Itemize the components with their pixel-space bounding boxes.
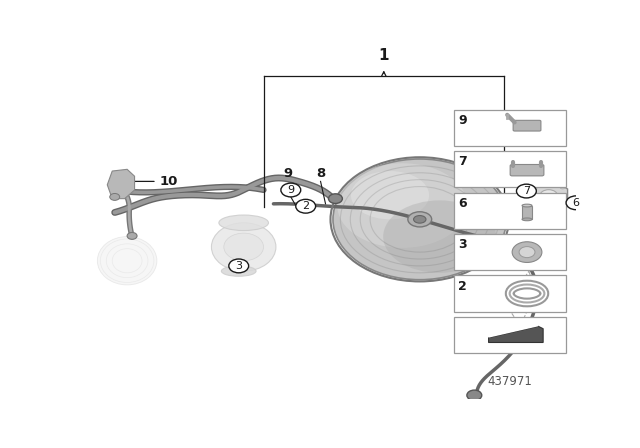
- Text: 9: 9: [458, 114, 467, 127]
- Text: 437971: 437971: [488, 375, 532, 388]
- Polygon shape: [530, 183, 568, 206]
- Ellipse shape: [351, 171, 429, 220]
- Ellipse shape: [211, 223, 276, 271]
- Text: 2: 2: [458, 280, 467, 293]
- Bar: [454, 151, 566, 187]
- Circle shape: [560, 200, 565, 204]
- Text: 9: 9: [284, 168, 293, 181]
- Circle shape: [560, 185, 565, 189]
- Polygon shape: [488, 326, 543, 342]
- Circle shape: [532, 185, 538, 189]
- Ellipse shape: [408, 212, 431, 227]
- Circle shape: [467, 390, 482, 401]
- Circle shape: [224, 233, 264, 261]
- Circle shape: [281, 183, 301, 197]
- Polygon shape: [108, 169, 134, 198]
- Text: 2: 2: [302, 201, 309, 211]
- Polygon shape: [488, 323, 538, 338]
- Text: 4: 4: [518, 233, 527, 246]
- Ellipse shape: [522, 218, 532, 221]
- Bar: [454, 234, 566, 270]
- Circle shape: [540, 190, 557, 202]
- Bar: [454, 276, 566, 312]
- Text: 6: 6: [573, 198, 579, 208]
- Text: 3: 3: [236, 261, 242, 271]
- Ellipse shape: [219, 215, 269, 231]
- Ellipse shape: [413, 215, 426, 223]
- Text: 7: 7: [523, 186, 530, 196]
- Text: 3: 3: [458, 238, 467, 251]
- Text: 6: 6: [458, 197, 467, 210]
- Text: 7: 7: [458, 155, 467, 168]
- Bar: [522, 206, 532, 220]
- Circle shape: [491, 239, 502, 248]
- Circle shape: [519, 246, 535, 258]
- Circle shape: [566, 196, 586, 210]
- Circle shape: [512, 242, 542, 263]
- Circle shape: [127, 233, 137, 239]
- Text: 5: 5: [524, 154, 534, 168]
- Ellipse shape: [333, 159, 507, 280]
- Ellipse shape: [383, 200, 496, 273]
- Text: 9: 9: [287, 185, 294, 195]
- Ellipse shape: [337, 163, 467, 248]
- Polygon shape: [520, 201, 535, 209]
- Text: 8: 8: [316, 168, 325, 181]
- Circle shape: [532, 200, 538, 204]
- Bar: [454, 317, 566, 353]
- Ellipse shape: [522, 204, 532, 207]
- Bar: [454, 110, 566, 146]
- Circle shape: [229, 259, 248, 273]
- Ellipse shape: [97, 237, 157, 285]
- Circle shape: [110, 194, 120, 200]
- FancyBboxPatch shape: [510, 164, 544, 176]
- Circle shape: [296, 199, 316, 213]
- Circle shape: [516, 184, 536, 198]
- Text: 1: 1: [378, 48, 389, 63]
- Text: 10: 10: [159, 175, 178, 188]
- Bar: [454, 193, 566, 229]
- FancyBboxPatch shape: [513, 121, 541, 131]
- Circle shape: [328, 194, 342, 203]
- Ellipse shape: [221, 266, 256, 276]
